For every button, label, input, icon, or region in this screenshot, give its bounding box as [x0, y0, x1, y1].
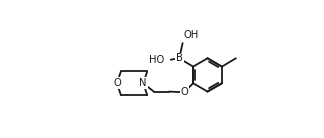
Text: O: O — [113, 78, 121, 88]
Text: HO: HO — [149, 55, 164, 65]
Text: N: N — [140, 78, 147, 88]
Text: OH: OH — [184, 30, 199, 40]
Text: O: O — [180, 87, 188, 97]
Text: B: B — [176, 53, 183, 63]
